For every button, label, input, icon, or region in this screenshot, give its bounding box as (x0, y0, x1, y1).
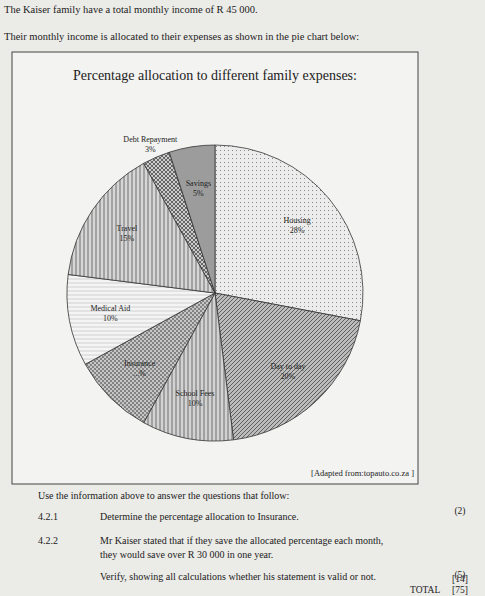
pie-slice (215, 145, 363, 321)
slice-value-label: 3% (145, 145, 156, 154)
slice-label: School Fees (176, 389, 215, 398)
slice-value-label: 10% (188, 399, 203, 408)
slice-value-label: 10% (103, 314, 118, 323)
pie-slice (169, 145, 215, 293)
question-text: Determine the percentage allocation to I… (100, 511, 299, 522)
slice-value-label: ...% (133, 369, 146, 378)
slice-label: Debt Repayment (123, 135, 178, 144)
question-text: Verify, showing all calculations whether… (100, 571, 376, 582)
question-text: they would save over R 30 000 in one yea… (100, 549, 273, 560)
slice-value-label: 28% (290, 226, 305, 235)
pie-slice (215, 293, 360, 440)
slice-value-label: 15% (120, 234, 135, 243)
slice-label: Medical Aid (90, 304, 130, 313)
source-text: [Adapted from:topauto.co.za ] (311, 468, 414, 478)
total-label: TOTAL (410, 585, 440, 595)
chart-title: Percentage allocation to different famil… (73, 68, 357, 83)
section-total: [14] (452, 574, 468, 584)
slice-label: Insurance (124, 359, 156, 368)
intro-text: Their monthly income is allocated to the… (4, 31, 359, 42)
slice-label: Day to day (270, 362, 305, 371)
pie (67, 145, 363, 441)
slice-value-label: 5% (193, 189, 204, 198)
page: The Kaiser family have a total monthly i… (0, 0, 485, 596)
slice-label: Housing (284, 216, 311, 225)
total-marks: [75] (452, 585, 468, 595)
slice-labels: Housing28%Day to day20%School Fees10%Ins… (90, 135, 310, 408)
question-number: 4.2.1 (38, 511, 58, 522)
question-marks: (2) (454, 506, 465, 517)
instruction: Use the information above to answer the … (38, 490, 289, 501)
slice-label: Travel (117, 224, 138, 233)
paper (0, 0, 485, 596)
slice-value-label: 20% (281, 372, 296, 381)
slice-label: Savings (186, 179, 211, 188)
question-text: Mr Kaiser stated that if they save the a… (100, 535, 383, 546)
chart-frame (12, 52, 418, 484)
question-number: 4.2.2 (38, 535, 58, 546)
intro-text: The Kaiser family have a total monthly i… (4, 4, 258, 15)
